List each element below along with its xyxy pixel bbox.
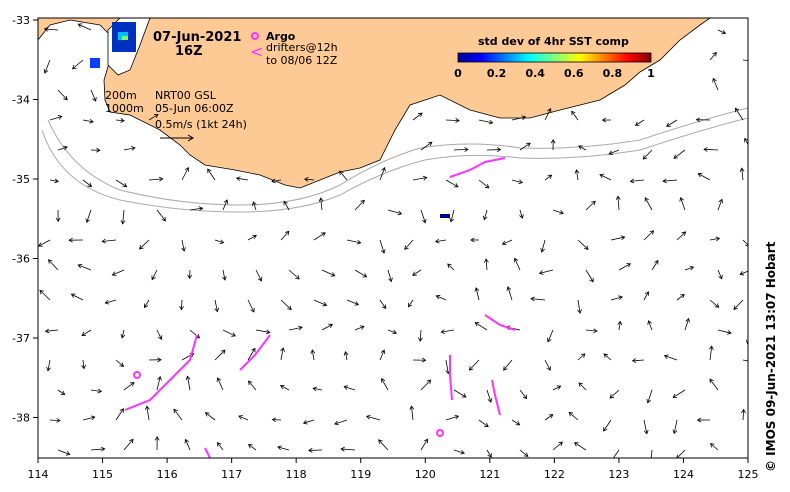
sst-colorbar: std dev of 4hr SST comp 0 0.2 0.4 0.6 0.8 1 — [454, 35, 655, 80]
colorbar-tick-label: 0.2 — [487, 67, 507, 80]
isobath-1000m — [41, 117, 748, 213]
y-tick-label: -33 — [12, 14, 30, 27]
x-axis: 114 115 116 117 118 119 120 121 122 123 124 125 — [28, 458, 759, 481]
depth-200-label: 200m — [105, 89, 137, 102]
depth-1000-label: 1000m — [105, 102, 144, 115]
x-tick-label: 119 — [350, 468, 371, 481]
drifter-legend-symbol: < — [250, 42, 263, 61]
drifter-legend-period: to 08/06 12Z — [266, 54, 338, 67]
x-tick-label: 125 — [738, 468, 759, 481]
credit-text: © IMOS 09-Jun-2021 13:07 Hobart — [764, 241, 778, 472]
y-axis: -33 -34 -35 -36 -37 -38 — [12, 14, 38, 425]
x-tick-label: 121 — [479, 468, 500, 481]
x-tick-label: 124 — [673, 468, 694, 481]
x-tick-label: 120 — [415, 468, 436, 481]
time-title: 16Z — [175, 44, 203, 59]
scale-label: 0.5m/s (1kt 24h) — [155, 118, 247, 131]
x-tick-label: 116 — [157, 468, 178, 481]
colorbar-tick-label: 0.6 — [564, 67, 584, 80]
colorbar-tick-label: 0.8 — [603, 67, 623, 80]
y-tick-label: -35 — [12, 173, 30, 186]
x-tick-label: 117 — [221, 468, 242, 481]
x-tick-label: 114 — [28, 468, 49, 481]
y-tick-label: -34 — [12, 94, 30, 107]
product-date: 05-Jun 06:00Z — [155, 102, 234, 115]
y-tick-label: -36 — [12, 253, 30, 266]
plot-frame — [37, 17, 749, 459]
y-tick-label: -38 — [12, 412, 30, 425]
x-tick-label: 118 — [286, 468, 307, 481]
colorbar-tick-label: 1 — [647, 67, 655, 80]
x-tick-label: 115 — [92, 468, 113, 481]
colorbar-title: std dev of 4hr SST comp — [478, 35, 629, 48]
colorbar-tick-label: 0.4 — [525, 67, 545, 80]
date-title: 07-Jun-2021 — [153, 30, 241, 45]
colorbar-tick-label: 0 — [454, 67, 462, 80]
argo-legend-label: Argo — [266, 30, 296, 43]
drifter-tracks — [124, 157, 516, 458]
x-tick-label: 122 — [544, 468, 565, 481]
product-name: NRT00 GSL — [155, 89, 217, 102]
x-tick-label: 123 — [608, 468, 629, 481]
y-tick-label: -37 — [12, 332, 30, 345]
current-vectors — [38, 23, 748, 458]
drifter-legend-label: drifters@12h — [266, 41, 338, 54]
isobath-200m — [47, 107, 748, 206]
argo-float — [133, 371, 141, 379]
argo-float — [436, 429, 444, 437]
argo-legend-symbol — [251, 32, 259, 40]
